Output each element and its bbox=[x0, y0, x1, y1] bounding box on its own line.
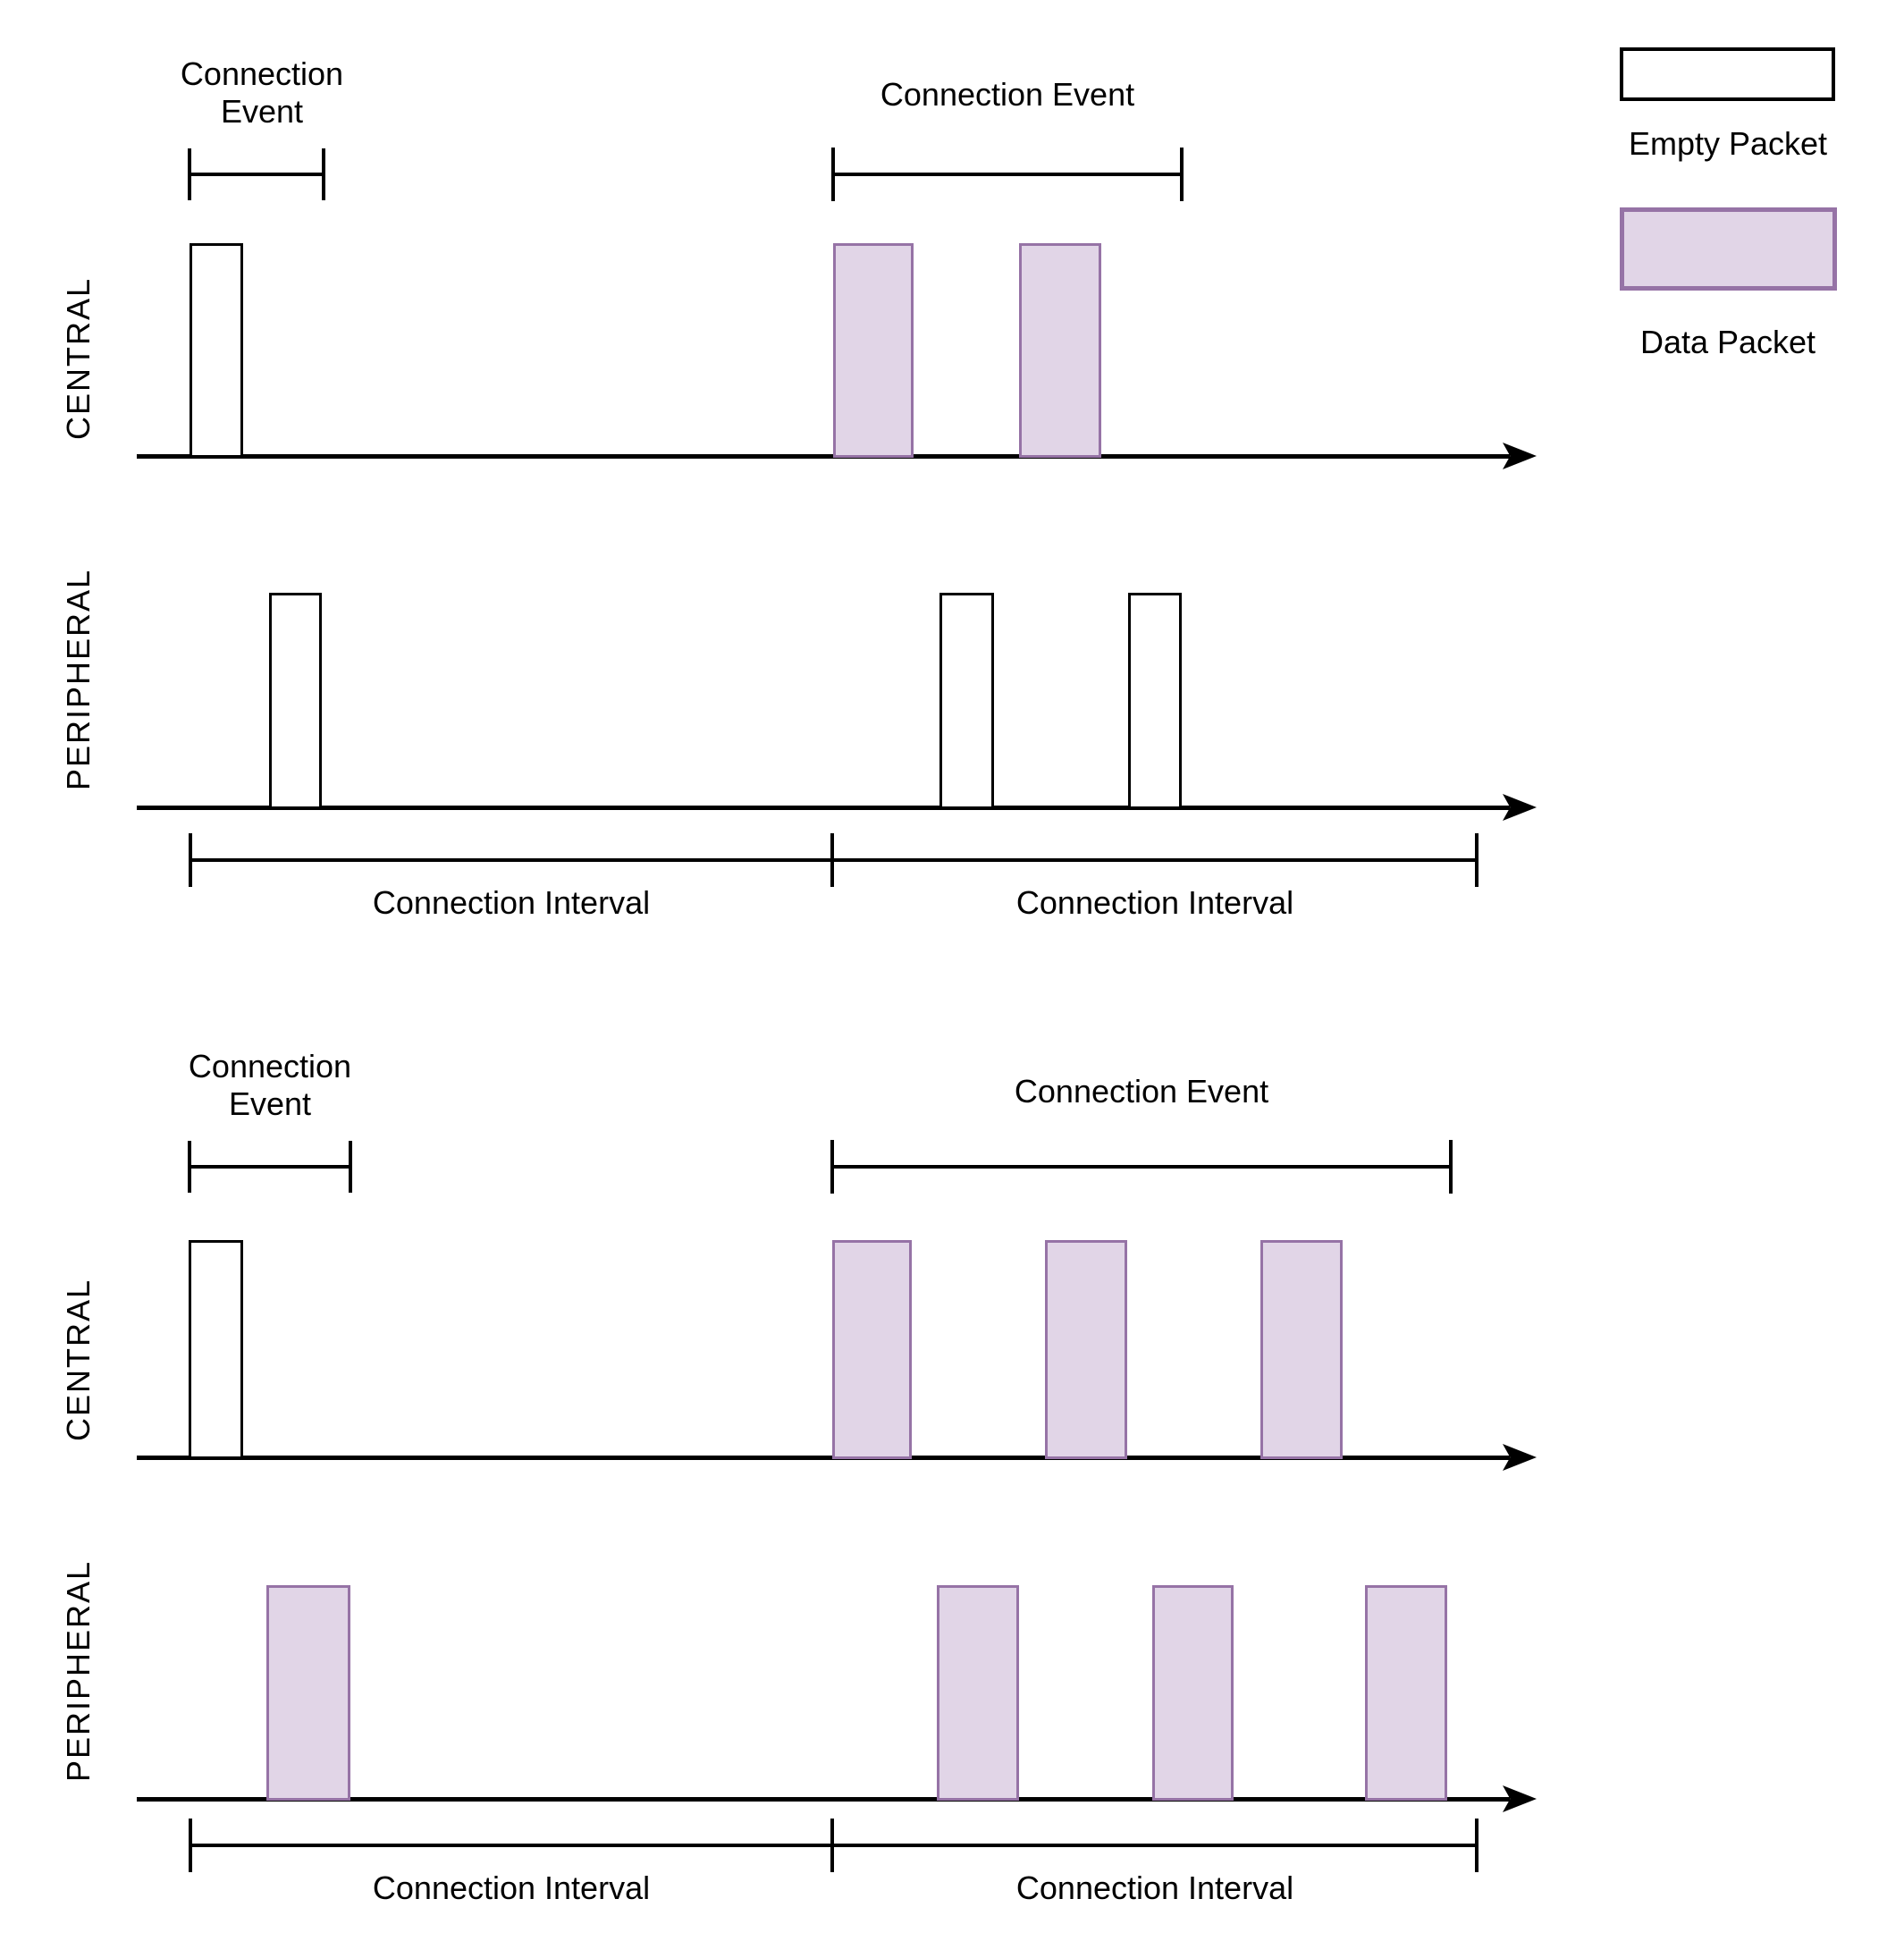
data-packet bbox=[1019, 243, 1101, 458]
data-packet bbox=[832, 1240, 912, 1459]
legend-data-packet-label: Data Packet bbox=[1639, 324, 1816, 360]
connection-event-bracket-tick bbox=[322, 148, 325, 200]
timeline-axis-central bbox=[137, 1456, 1510, 1460]
row-label-central: CENTRAL bbox=[60, 276, 97, 441]
legend-empty-packet-label: Empty Packet bbox=[1628, 125, 1828, 162]
connection-event-bracket-tick bbox=[188, 148, 191, 200]
connection-event-bracket-tick bbox=[188, 1141, 191, 1193]
connection-event-bracket-tick bbox=[830, 1140, 834, 1194]
empty-packet bbox=[189, 1240, 243, 1459]
row-label-peripheral: PERIPHERAL bbox=[60, 1559, 97, 1783]
data-packet bbox=[833, 243, 914, 458]
connection-event-bracket-line bbox=[190, 173, 324, 176]
legend-empty-packet-swatch bbox=[1620, 47, 1835, 101]
data-packet bbox=[1152, 1585, 1234, 1801]
connection-event-label: Event bbox=[228, 1085, 312, 1122]
empty-packet bbox=[939, 593, 994, 809]
connection-event-bracket-line bbox=[833, 173, 1182, 176]
data-packet bbox=[266, 1585, 350, 1801]
row-label-central: CENTRAL bbox=[60, 1278, 97, 1442]
connection-event-bracket-tick bbox=[831, 148, 835, 201]
empty-packet bbox=[269, 593, 322, 809]
connection-interval-bracket-tick bbox=[189, 1819, 192, 1872]
data-packet bbox=[1260, 1240, 1343, 1459]
connection-event-label: Connection bbox=[188, 1048, 352, 1084]
timeline-axis-central bbox=[137, 454, 1510, 459]
connection-interval-bracket-tick bbox=[1475, 833, 1479, 887]
connection-event-label: Event bbox=[220, 93, 304, 130]
connection-interval-bracket-tick bbox=[189, 833, 192, 887]
legend-data-packet-swatch bbox=[1620, 207, 1837, 291]
connection-event-bracket-tick bbox=[349, 1141, 352, 1193]
connection-interval-label: Connection Interval bbox=[372, 1869, 651, 1906]
data-packet bbox=[1365, 1585, 1447, 1801]
connection-interval-bracket-line bbox=[190, 1844, 832, 1847]
timeline-axis-peripheral bbox=[137, 1797, 1510, 1802]
data-packet bbox=[1045, 1240, 1127, 1459]
connection-interval-bracket-line bbox=[190, 858, 832, 862]
row-label-peripheral: PERIPHERAL bbox=[60, 568, 97, 791]
connection-interval-label: Connection Interval bbox=[372, 884, 651, 921]
connection-interval-label: Connection Interval bbox=[1015, 1869, 1294, 1906]
empty-packet bbox=[190, 243, 243, 458]
connection-event-bracket-line bbox=[190, 1165, 350, 1169]
connection-interval-label: Connection Interval bbox=[1015, 884, 1294, 921]
connection-interval-bracket-line bbox=[832, 858, 1477, 862]
connection-event-bracket-line bbox=[832, 1165, 1451, 1169]
connection-interval-bracket-line bbox=[832, 1844, 1477, 1847]
timeline-axis-peripheral bbox=[137, 806, 1510, 810]
connection-interval-bracket-tick bbox=[830, 1819, 834, 1872]
connection-interval-bracket-tick bbox=[830, 833, 834, 887]
connection-event-label: Connection Event bbox=[1014, 1073, 1269, 1110]
data-packet bbox=[937, 1585, 1019, 1801]
empty-packet bbox=[1128, 593, 1182, 809]
connection-event-bracket-tick bbox=[1449, 1140, 1453, 1194]
connection-interval-bracket-tick bbox=[1475, 1819, 1479, 1872]
connection-event-bracket-tick bbox=[1180, 148, 1184, 201]
connection-event-label: Connection Event bbox=[880, 76, 1135, 113]
connection-event-label: Connection bbox=[180, 55, 344, 92]
